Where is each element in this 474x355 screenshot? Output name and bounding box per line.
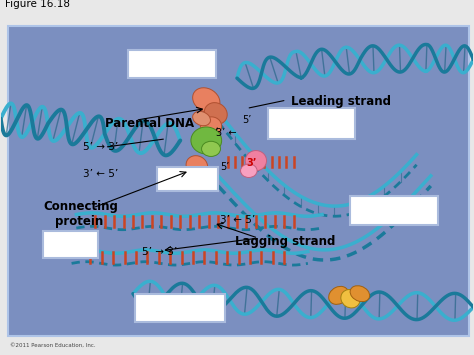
Text: 3’ ← 5’: 3’ ← 5’ <box>220 214 255 225</box>
Ellipse shape <box>201 117 222 137</box>
Bar <box>268 109 355 139</box>
Text: 5’: 5’ <box>220 162 230 173</box>
Ellipse shape <box>204 103 227 124</box>
Text: 5’ → 3’: 5’ → 3’ <box>83 142 118 152</box>
Bar <box>350 196 438 225</box>
Text: ©2011 Pearson Education, Inc.: ©2011 Pearson Education, Inc. <box>10 343 96 348</box>
Text: 5’ → 3’: 5’ → 3’ <box>143 247 178 257</box>
Ellipse shape <box>191 127 222 154</box>
Bar <box>43 231 98 258</box>
Text: Figure 16.18: Figure 16.18 <box>5 0 71 9</box>
Ellipse shape <box>350 286 370 302</box>
Text: protein: protein <box>55 215 103 228</box>
Bar <box>128 49 216 78</box>
Ellipse shape <box>245 151 266 171</box>
Ellipse shape <box>341 290 360 308</box>
Bar <box>156 167 218 191</box>
Ellipse shape <box>185 168 204 187</box>
Bar <box>136 294 225 322</box>
Text: Lagging strand: Lagging strand <box>235 235 335 248</box>
Text: 3’ ← 5’: 3’ ← 5’ <box>83 169 118 179</box>
Ellipse shape <box>328 286 348 304</box>
Ellipse shape <box>192 111 210 126</box>
Text: Parental DNA: Parental DNA <box>105 117 194 130</box>
Text: Leading strand: Leading strand <box>292 95 392 108</box>
Ellipse shape <box>240 164 257 178</box>
Text: 3’: 3’ <box>246 158 257 168</box>
Ellipse shape <box>186 156 208 176</box>
Text: 5’: 5’ <box>242 115 251 125</box>
Ellipse shape <box>192 88 220 112</box>
Ellipse shape <box>201 141 220 157</box>
Text: Connecting: Connecting <box>43 200 118 213</box>
Text: 3’ ←: 3’ ← <box>216 128 236 138</box>
